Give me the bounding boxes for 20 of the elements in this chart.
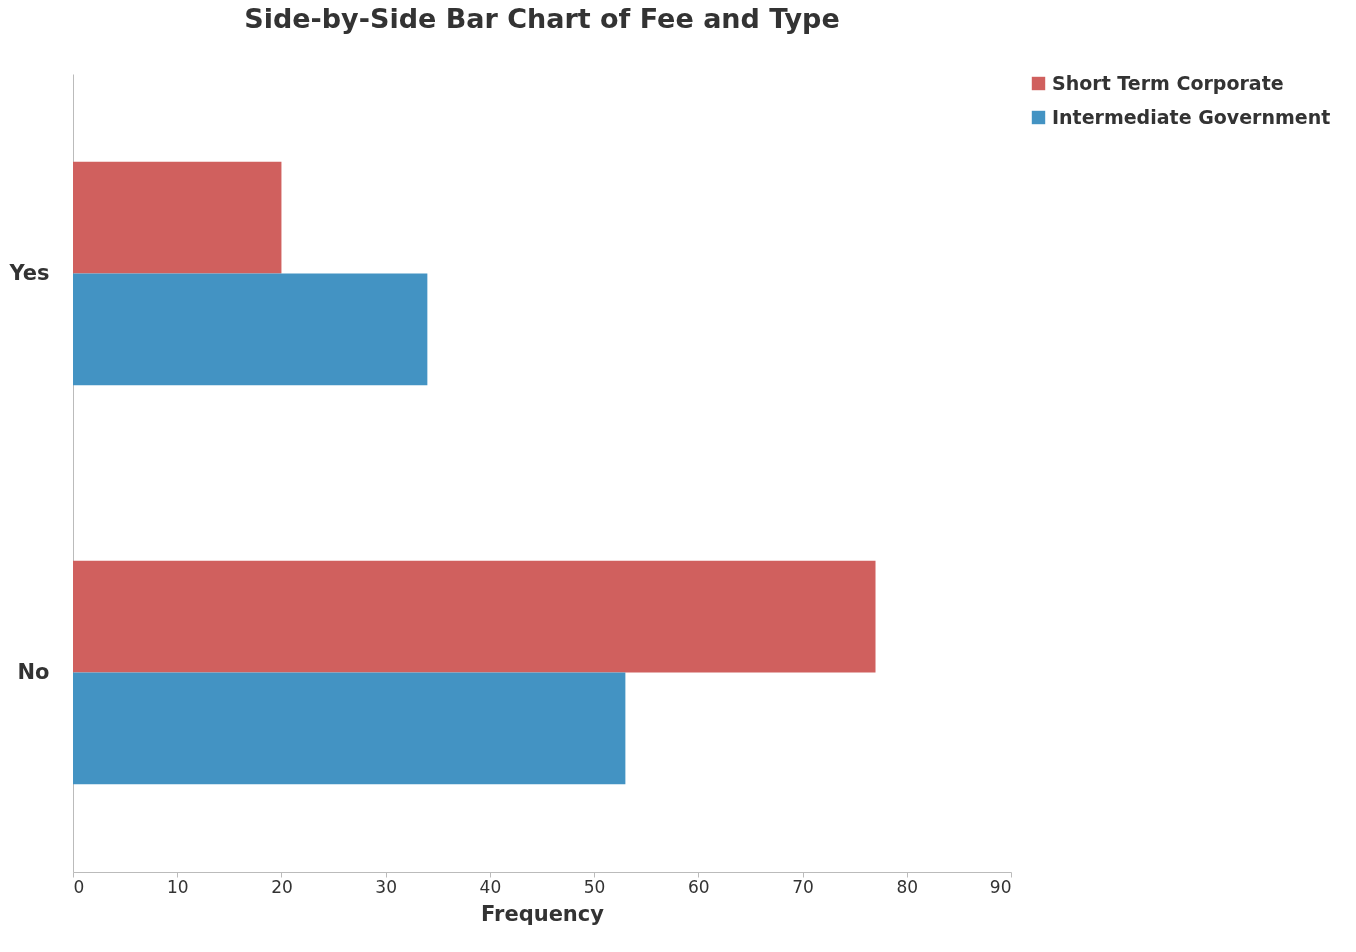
x-tick-label: 80 [896,876,919,897]
y-tick-label: No [17,659,50,684]
x-tick-label: 60 [688,876,710,897]
bar [73,560,876,673]
x-tick-label: 50 [583,876,606,897]
bar [73,161,282,274]
x-tick-label: 70 [792,876,814,897]
x-tick-label: 40 [479,876,502,897]
chart-title: Side-by-Side Bar Chart of Fee and Type [244,3,840,34]
legend-label: Short Term Corporate [1052,71,1284,94]
x-tick-label: 0 [73,876,85,897]
y-tick-label: Yes [8,260,50,285]
x-tick-label: 10 [166,876,189,897]
x-tick-label: 90 [989,876,1012,897]
bar [73,672,626,785]
legend-label: Intermediate Government [1052,105,1331,128]
bar [73,273,428,386]
x-tick-label: 20 [271,876,293,897]
x-axis-title: Frequency [481,901,605,926]
x-tick-label: 30 [375,876,397,897]
